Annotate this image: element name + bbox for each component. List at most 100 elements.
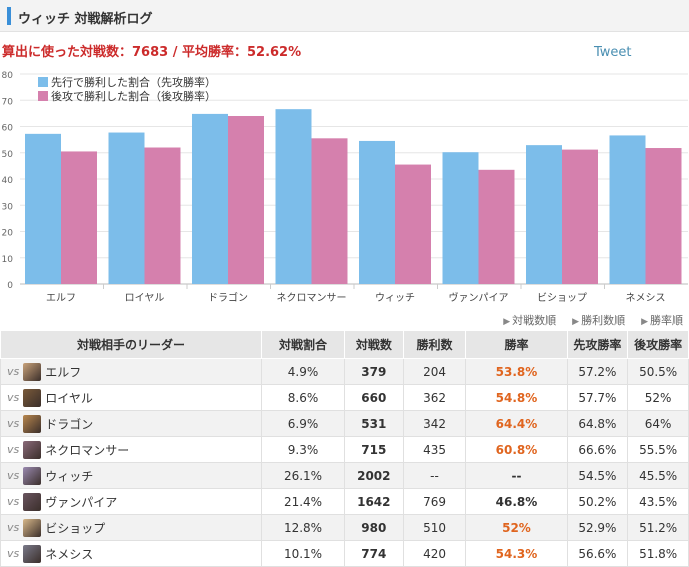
table-row: vs ネクロマンサー 9.3% 715 435 60.8% 66.6% 55.5% — [0, 436, 689, 463]
x-category-label: ドラゴン — [208, 291, 248, 304]
y-tick-label: 60 — [2, 124, 14, 134]
bar-second-winrate — [562, 149, 598, 284]
header-accent-bar — [7, 7, 11, 25]
leader-avatar — [23, 518, 42, 537]
x-category-label: エルフ — [46, 293, 76, 304]
leader-cell: vs エルフ — [0, 358, 263, 385]
games-cell: 379 — [343, 358, 404, 385]
bar-second-winrate — [311, 138, 348, 284]
leader-cell: vs ビショップ — [0, 514, 263, 541]
vs-label: vs — [7, 495, 20, 508]
leader-cell: vs ネメシス — [0, 540, 263, 567]
y-tick-label: 10 — [2, 255, 14, 265]
leader-avatar — [23, 388, 42, 407]
leader-avatar — [23, 362, 42, 381]
second-winrate-cell: 52% — [627, 384, 689, 411]
bar-first-winrate — [275, 109, 312, 284]
first-winrate-cell: 50.2% — [566, 488, 629, 515]
sort-arrow-icon: ▶ — [503, 317, 511, 327]
wins-cell: 769 — [402, 488, 467, 515]
games-cell: 980 — [343, 514, 404, 541]
x-category-label: ヴァンパイア — [449, 291, 509, 304]
page-title: ウィッチ 対戦解析ログ — [18, 12, 153, 27]
vs-label: vs — [7, 391, 20, 404]
share-cell: 21.4% — [261, 488, 345, 515]
bar-second-winrate — [645, 148, 682, 284]
y-tick-label: 20 — [2, 229, 14, 239]
leader-name: ネメシス — [45, 547, 94, 561]
sort-link-label: 勝利数順 — [581, 314, 626, 327]
winrate-bar-chart: 0 10 20 30 40 50 60 70 80 エルフ ロイヤル ドラゴン ネクロマンサー ウィッチ ヴ… — [2, 71, 688, 304]
column-header: 先攻勝率 — [566, 330, 629, 359]
vs-label: vs — [7, 365, 20, 378]
leader-name: ウィッチ — [45, 469, 94, 483]
summary-stats: 算出に使った対戦数：7683 / 平均勝率：52.62% — [2, 45, 302, 60]
vs-label: vs — [7, 469, 20, 482]
leader-cell: vs ウィッチ — [0, 462, 263, 489]
table-row: vs ウィッチ 26.1% 2002 -- -- 54.5% 45.5% — [0, 462, 689, 489]
wins-cell: -- — [402, 462, 467, 489]
winrate-cell: 64.4% — [465, 410, 568, 437]
leader-cell: vs ヴァンパイア — [0, 488, 263, 515]
table-row: vs ネメシス 10.1% 774 420 54.3% 56.6% 51.8% — [0, 540, 689, 567]
wins-cell: 204 — [402, 358, 467, 385]
bar-first-winrate — [25, 133, 61, 284]
leader-name: ヴァンパイア — [45, 495, 118, 509]
bar-first-winrate — [192, 113, 228, 285]
share-cell: 6.9% — [261, 410, 345, 437]
sort-link[interactable]: ▶ 勝利数順 — [564, 314, 625, 327]
y-tick-label: 50 — [2, 150, 14, 160]
first-winrate-cell: 52.9% — [566, 514, 629, 541]
wins-cell: 342 — [402, 410, 467, 437]
first-winrate-cell: 57.2% — [566, 358, 629, 385]
bar-first-winrate — [108, 132, 145, 284]
winrate-cell: 60.8% — [465, 436, 568, 463]
winrate-cell: 52% — [465, 514, 568, 541]
second-winrate-cell: 64% — [627, 410, 689, 437]
winrate-cell: 53.8% — [465, 358, 568, 385]
sort-link-label: 勝率順 — [650, 314, 683, 327]
bar-second-winrate — [61, 151, 97, 284]
wins-cell: 362 — [402, 384, 467, 411]
wins-cell: 510 — [402, 514, 467, 541]
bar-first-winrate — [442, 152, 479, 284]
second-winrate-cell: 55.5% — [627, 436, 689, 463]
leader-avatar — [23, 414, 42, 433]
leader-name: ビショップ — [45, 521, 106, 535]
bar-second-winrate — [395, 164, 431, 284]
first-winrate-cell: 54.5% — [566, 462, 629, 489]
first-winrate-cell: 57.7% — [566, 384, 629, 411]
share-cell: 4.9% — [261, 358, 345, 385]
y-tick-label: 40 — [2, 176, 14, 186]
leader-avatar — [23, 492, 42, 511]
matchup-table: 対戦相手のリーダー 対戦割合 対戦数 勝利数 勝率 先攻勝率 後攻勝率 vs エルフ 4.9% 3… — [0, 330, 689, 567]
table-row: vs ドラゴン 6.9% 531 342 64.4% 64.8% 64% — [0, 410, 689, 437]
vs-label: vs — [7, 521, 20, 534]
share-cell: 9.3% — [261, 436, 345, 463]
legend-swatch — [38, 77, 48, 87]
second-winrate-cell: 43.5% — [627, 488, 689, 515]
games-cell: 774 — [343, 540, 404, 567]
tweet-link[interactable]: Tweet — [594, 45, 632, 60]
sort-link[interactable]: ▶ 対戦数順 — [495, 314, 556, 327]
page-header: ウィッチ 対戦解析ログ — [0, 0, 689, 32]
column-header: 勝率 — [465, 330, 568, 359]
leader-avatar — [23, 440, 42, 459]
share-cell: 8.6% — [261, 384, 345, 411]
share-cell: 26.1% — [261, 462, 345, 489]
sort-link[interactable]: ▶ 勝率順 — [633, 314, 683, 327]
table-header-row: 対戦相手のリーダー 対戦割合 対戦数 勝利数 勝率 先攻勝率 後攻勝率 — [0, 330, 689, 359]
leader-avatar — [23, 466, 42, 485]
first-winrate-cell: 66.6% — [566, 436, 629, 463]
column-header: 対戦割合 — [261, 330, 345, 359]
leader-name: ロイヤル — [45, 391, 93, 405]
share-cell: 12.8% — [261, 514, 345, 541]
bar-first-winrate — [526, 145, 562, 284]
leader-avatar — [23, 544, 42, 563]
table-row: vs エルフ 4.9% 379 204 53.8% 57.2% 50.5% — [0, 358, 689, 385]
column-header: 後攻勝率 — [627, 330, 689, 359]
leader-cell: vs ネクロマンサー — [0, 436, 263, 463]
share-cell: 10.1% — [261, 540, 345, 567]
games-cell: 2002 — [343, 462, 404, 489]
leader-cell: vs ドラゴン — [0, 410, 263, 437]
